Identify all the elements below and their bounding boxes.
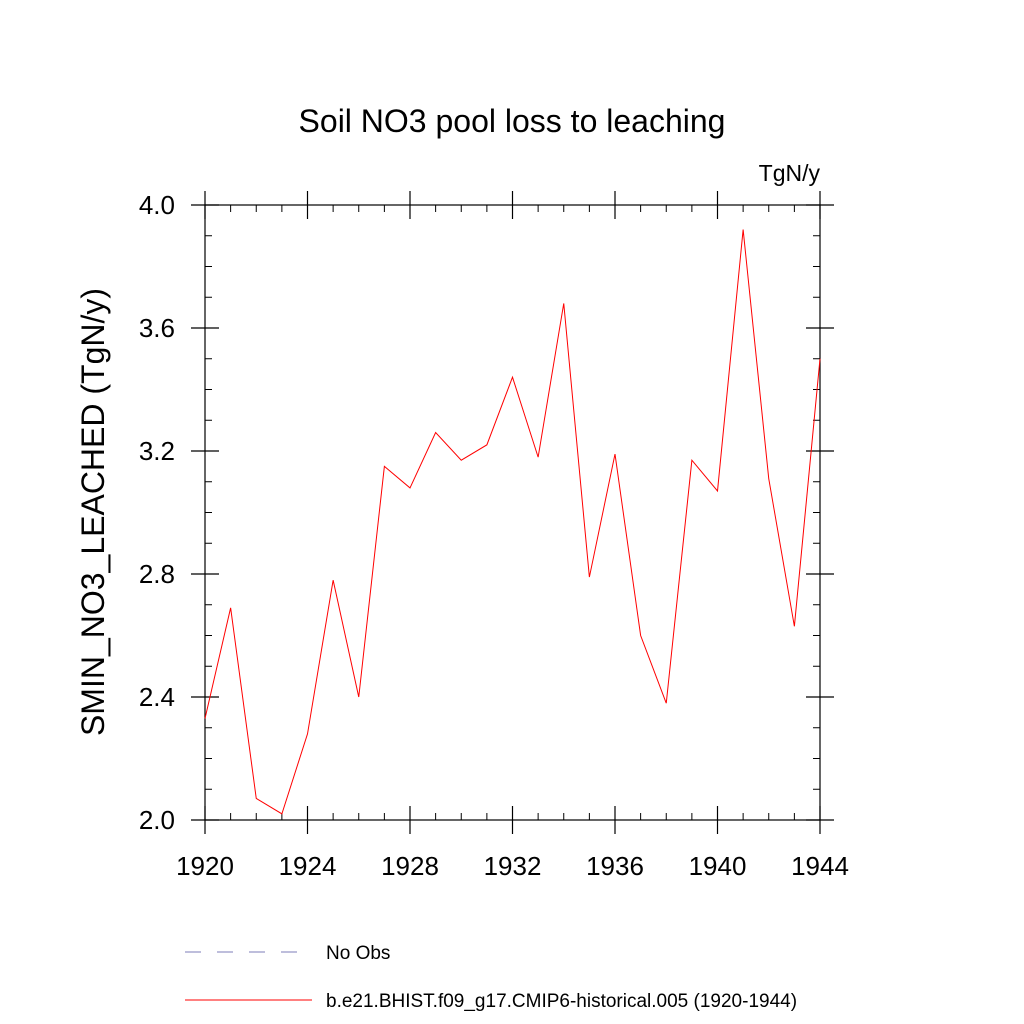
y-axis-label: SMIN_NO3_LEACHED (TgN/y) — [75, 288, 111, 736]
series-layer — [204, 229, 821, 815]
x-tick-label: 1940 — [689, 851, 747, 881]
y-tick-label: 3.6 — [139, 313, 175, 343]
legend: No Obs b.e21.BHIST.f09_g17.CMIP6-historic… — [185, 943, 797, 1012]
y-tick-label: 4.0 — [139, 190, 175, 220]
y-tick-label: 2.0 — [139, 805, 175, 835]
y-tick-label: 2.8 — [139, 559, 175, 589]
x-tick-label: 1932 — [484, 851, 542, 881]
x-tick-label: 1928 — [381, 851, 439, 881]
y-tick-label: 2.4 — [139, 682, 175, 712]
units-label: TgN/y — [759, 160, 821, 186]
x-tick-label: 1944 — [791, 851, 849, 881]
y-tick-label: 3.2 — [139, 436, 175, 466]
legend-label: b.e21.BHIST.f09_g17.CMIP6-historical.005… — [326, 991, 797, 1012]
tick-labels: 1920 1924 1928 1932 1936 1940 1944 2.0 2.4 2.8 3.2… — [139, 190, 849, 881]
x-tick-label: 1920 — [176, 851, 234, 881]
chart-title: Soil NO3 pool loss to leaching — [299, 103, 726, 139]
plot-frame — [204, 204, 821, 821]
x-tick-label: 1936 — [586, 851, 644, 881]
legend-label: No Obs — [326, 943, 390, 964]
x-tick-label: 1924 — [279, 851, 337, 881]
series-line — [204, 229, 821, 815]
